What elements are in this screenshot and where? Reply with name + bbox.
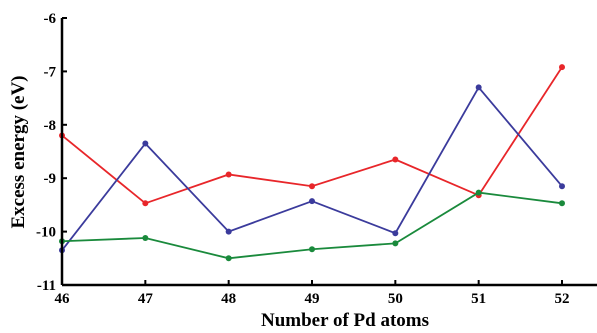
series-2-point-49 xyxy=(309,198,315,205)
tick-layer: 46 47 48 49 50 51 52 -6 -7 -8 -9 -10 -11 xyxy=(36,11,570,307)
series-line-2 xyxy=(61,85,563,251)
y-tick-label--8: -8 xyxy=(44,118,57,134)
x-tick-label-52: 52 xyxy=(555,291,570,307)
series-2-point-48 xyxy=(225,228,232,235)
series-layer xyxy=(59,64,565,262)
series-3-point-51 xyxy=(475,189,482,196)
y-tick-label--11: -11 xyxy=(37,278,56,294)
series-3-point-50 xyxy=(392,240,399,247)
series-1-point-47 xyxy=(142,200,149,207)
x-tick-label-47: 47 xyxy=(138,291,154,307)
series-2-point-52 xyxy=(559,183,565,190)
x-tick-label-46: 46 xyxy=(55,291,71,307)
series-2-point-50 xyxy=(392,230,399,237)
y-tick-label--9: -9 xyxy=(44,171,57,187)
series-3-point-52 xyxy=(559,200,565,207)
series-1-point-50 xyxy=(392,156,399,163)
series-3-point-48 xyxy=(225,255,232,262)
series-3-point-49 xyxy=(309,246,315,253)
series-line-1 xyxy=(61,66,563,205)
series-3-point-47 xyxy=(142,235,149,242)
series-1-point-52 xyxy=(559,64,565,71)
x-tick-label-51: 51 xyxy=(471,291,486,307)
x-axis-title: Number of Pd atoms xyxy=(261,310,429,331)
series-1-point-49 xyxy=(309,183,315,190)
y-axis-title: Excess energy (eV) xyxy=(8,75,29,228)
series-1-point-48 xyxy=(225,171,232,178)
x-tick-label-50: 50 xyxy=(388,291,403,307)
y-tick-label--10: -10 xyxy=(36,225,56,241)
series-2-point-47 xyxy=(142,140,149,147)
x-tick-label-49: 49 xyxy=(305,291,320,307)
x-tick-label-48: 48 xyxy=(221,291,236,307)
y-tick-label--6: -6 xyxy=(44,11,57,27)
y-tick-label--7: -7 xyxy=(44,64,57,80)
series-2-point-51 xyxy=(475,84,482,91)
